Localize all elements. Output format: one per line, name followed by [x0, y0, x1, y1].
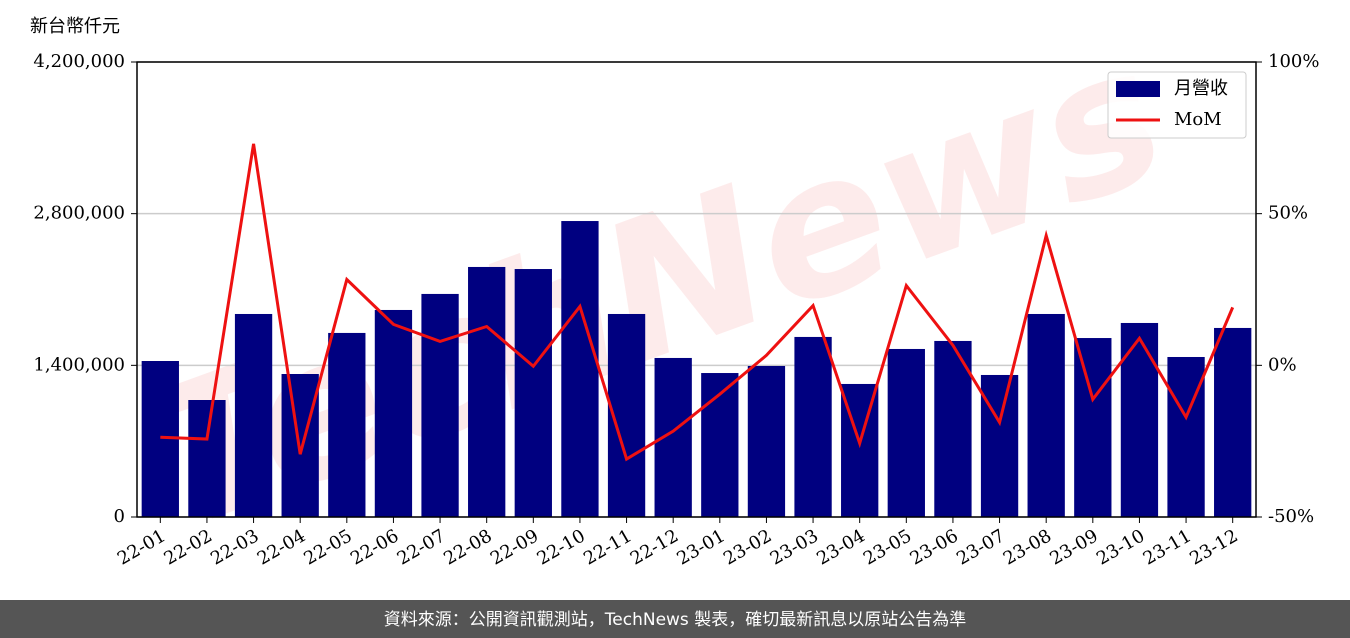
bar: [701, 373, 739, 517]
x-tick-label: 22-01: [114, 525, 169, 569]
bar: [374, 309, 413, 517]
x-tick-label: 23-08: [1000, 525, 1055, 569]
bar: [1167, 356, 1205, 517]
bar: [234, 313, 273, 517]
x-tick-label: 23-05: [860, 525, 915, 569]
legend-swatch: [1116, 81, 1160, 97]
y-tick-label: 2,800,000: [33, 203, 125, 224]
x-tick-label: 22-09: [487, 525, 542, 569]
x-tick-label: 22-05: [300, 525, 355, 569]
y-tick-label: 0: [114, 506, 125, 527]
x-tick-label: 23-04: [813, 525, 868, 569]
x-tick-label: 23-07: [953, 525, 1008, 569]
bar: [1214, 327, 1252, 517]
bar: [328, 332, 366, 517]
y-tick-label: 4,200,000: [33, 51, 125, 72]
bar: [794, 336, 832, 517]
x-tick-label: 23-01: [673, 525, 728, 569]
bar: [1074, 338, 1112, 517]
bar: [934, 340, 972, 517]
x-tick-label: 23-11: [1140, 525, 1195, 569]
bar: [188, 400, 226, 517]
bar: [468, 266, 506, 517]
x-tick-label: 23-06: [906, 525, 961, 569]
y-axis-label: 新台幣仟元: [30, 16, 120, 37]
bar: [980, 374, 1019, 517]
x-tick-label: 22-12: [627, 525, 682, 569]
y-tick-label: 1,400,000: [33, 354, 125, 375]
x-tick-label: 22-10: [533, 525, 588, 569]
x-tick-label: 23-02: [720, 525, 775, 569]
y2-tick-label: -50%: [1268, 506, 1314, 527]
bar: [1027, 313, 1065, 517]
x-tick-label: 23-12: [1186, 525, 1241, 569]
legend-label: MoM: [1174, 109, 1222, 130]
footer-bar: [0, 600, 1350, 638]
plot-frame: [136, 61, 1257, 518]
x-tick-label: 23-09: [1046, 525, 1101, 569]
y2-tick-label: 0%: [1268, 354, 1297, 375]
bar: [1120, 322, 1159, 517]
source-note: 資料來源：公開資訊觀測站，TechNews 製表，確切最新訊息以原站公告為準: [384, 610, 966, 630]
bar: [561, 221, 599, 518]
x-tick-label: 22-07: [394, 525, 449, 569]
bar: [421, 293, 459, 517]
y2-tick-label: 50%: [1268, 203, 1308, 224]
x-tick-label: 22-06: [347, 525, 402, 569]
bar: [514, 269, 552, 517]
x-tick-label: 23-03: [767, 525, 822, 569]
y2-tick-label: 100%: [1268, 51, 1319, 72]
legend-label: 月營收: [1174, 78, 1228, 99]
bar: [747, 365, 786, 517]
x-tick-label: 22-08: [440, 525, 495, 569]
x-tick-label: 22-11: [580, 525, 635, 569]
line: [160, 143, 1235, 462]
bar: [887, 348, 925, 517]
x-tick-label: 23-10: [1093, 525, 1148, 569]
